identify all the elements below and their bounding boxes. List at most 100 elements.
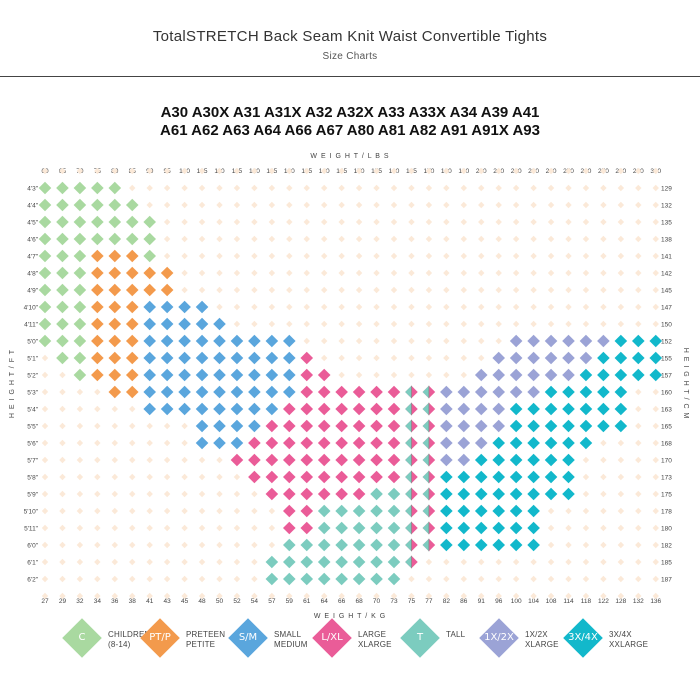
size-marker-split-half <box>422 453 429 467</box>
grid-marker <box>76 473 84 481</box>
grid-marker <box>59 592 66 600</box>
grid-marker <box>146 439 153 447</box>
grid-marker <box>111 422 118 430</box>
page-title: TotalSTRETCH Back Seam Knit Waist Conver… <box>152 28 548 45</box>
size-marker-l-xl <box>370 453 383 467</box>
grid-marker <box>617 286 625 294</box>
grid-marker <box>547 252 555 260</box>
size-marker-s-m <box>248 402 261 416</box>
grid-marker <box>582 456 590 464</box>
grid-marker <box>216 490 223 498</box>
grid-marker <box>111 541 118 549</box>
size-marker-split-half <box>422 538 429 552</box>
grid-marker <box>59 490 66 498</box>
size-marker-3x-4x <box>544 436 558 450</box>
grid-marker <box>338 184 345 192</box>
grid-marker <box>233 558 241 566</box>
size-marker-1x-2x <box>527 351 540 365</box>
grid-marker <box>582 592 590 600</box>
size-marker-t <box>335 504 348 518</box>
grid-marker <box>163 422 171 430</box>
size-marker-s-m <box>195 351 209 365</box>
grid-marker <box>617 524 625 532</box>
grid-marker <box>582 218 590 226</box>
grid-marker <box>59 405 66 413</box>
grid-marker <box>652 252 659 260</box>
size-marker-l-xl <box>335 419 348 433</box>
grid-marker <box>129 524 136 532</box>
grid-marker <box>460 303 467 311</box>
grid-marker <box>216 252 223 260</box>
grid-marker <box>443 354 450 362</box>
size-marker-split-half <box>405 385 412 399</box>
grid-marker <box>286 218 293 226</box>
size-marker-3x-4x <box>527 504 540 518</box>
grid-marker <box>268 320 276 328</box>
grid-marker <box>460 252 467 260</box>
grid-marker <box>512 303 520 311</box>
legend-label-line1: CHILDREN <box>108 630 151 639</box>
grid-marker <box>251 235 258 243</box>
grid-marker <box>146 490 153 498</box>
grid-marker <box>443 592 450 600</box>
grid-marker <box>129 184 136 192</box>
grid-marker <box>530 558 537 566</box>
grid-marker <box>303 218 310 226</box>
size-marker-l-xl <box>352 385 366 399</box>
size-marker-3x-4x <box>562 385 575 399</box>
size-marker-t <box>283 572 296 586</box>
grid-marker <box>181 201 188 209</box>
grid-marker <box>652 490 659 498</box>
size-marker-t <box>387 538 401 552</box>
size-marker-l-xl <box>317 402 331 416</box>
grid-marker <box>495 252 502 260</box>
grid-marker <box>111 490 118 498</box>
grid-marker <box>652 320 659 328</box>
grid-marker <box>181 235 188 243</box>
tick-label-ft: 4'5" <box>27 220 38 227</box>
grid-marker <box>565 201 572 209</box>
grid-marker <box>600 303 607 311</box>
size-marker-pt-p <box>108 368 122 382</box>
tick-label-ft: 5'2" <box>27 373 38 380</box>
tick-label-ft: 4'11" <box>24 322 39 329</box>
grid-marker <box>41 575 49 583</box>
size-marker-1x-2x <box>492 402 505 416</box>
grid-marker <box>233 269 241 277</box>
y-axis-title-cm: H E I G H T / C M <box>682 348 689 420</box>
grid-marker <box>443 184 450 192</box>
grid-marker <box>547 184 555 192</box>
grid-marker <box>163 439 171 447</box>
grid-marker <box>565 286 572 294</box>
grid-marker <box>390 354 398 362</box>
size-marker-s-m <box>283 368 296 382</box>
grid-marker <box>268 218 276 226</box>
tick-label-cm: 135 <box>661 220 672 227</box>
size-marker-s-m <box>143 351 156 365</box>
tick-label-ft: 5'0" <box>27 339 38 346</box>
size-marker-s-m <box>283 351 296 365</box>
grid-marker <box>390 286 398 294</box>
legend-label: 3X/4X XXLARGE <box>609 630 648 650</box>
tick-label-ft: 6'1" <box>27 560 38 567</box>
grid-marker <box>582 541 590 549</box>
grid-marker <box>94 388 101 396</box>
grid-marker <box>425 575 433 583</box>
size-marker-1x-2x <box>492 385 505 399</box>
grid-marker <box>146 184 153 192</box>
size-marker-3x-4x <box>579 419 593 433</box>
size-marker-pt-p <box>108 334 122 348</box>
grid-marker <box>216 473 223 481</box>
grid-marker <box>216 575 223 583</box>
grid-marker <box>181 218 188 226</box>
grid-marker <box>390 592 398 600</box>
grid-marker <box>373 286 380 294</box>
grid-marker <box>76 524 84 532</box>
grid-marker <box>286 184 293 192</box>
grid-marker <box>617 218 625 226</box>
grid-marker <box>582 286 590 294</box>
grid-marker <box>76 541 84 549</box>
grid-marker <box>530 575 537 583</box>
grid-marker <box>408 337 415 345</box>
tick-label-kg: 38 <box>129 598 137 605</box>
